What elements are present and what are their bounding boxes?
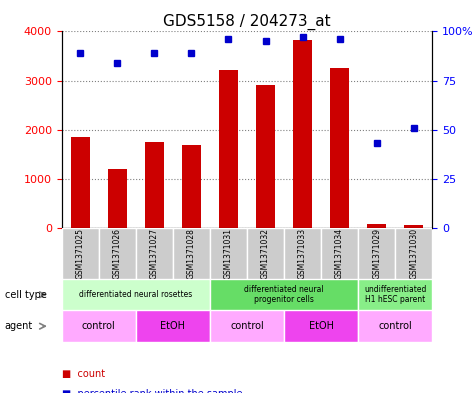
Text: GSM1371028: GSM1371028	[187, 228, 196, 279]
Text: GSM1371033: GSM1371033	[298, 228, 307, 279]
FancyBboxPatch shape	[173, 228, 210, 279]
Text: undifferentiated
H1 hESC parent: undifferentiated H1 hESC parent	[364, 285, 427, 305]
FancyBboxPatch shape	[358, 279, 432, 310]
Text: GSM1371032: GSM1371032	[261, 228, 270, 279]
Bar	[293, 40, 312, 228]
FancyBboxPatch shape	[62, 310, 136, 342]
FancyBboxPatch shape	[136, 228, 173, 279]
FancyBboxPatch shape	[395, 228, 432, 279]
FancyBboxPatch shape	[284, 228, 321, 279]
FancyBboxPatch shape	[358, 310, 432, 342]
Text: ■  count: ■ count	[62, 369, 105, 379]
Text: GSM1371026: GSM1371026	[113, 228, 122, 279]
Text: ■  percentile rank within the sample: ■ percentile rank within the sample	[62, 389, 242, 393]
Text: agent: agent	[5, 321, 33, 331]
Bar	[108, 169, 126, 228]
Bar	[219, 70, 238, 228]
FancyBboxPatch shape	[210, 228, 247, 279]
FancyBboxPatch shape	[247, 228, 284, 279]
Text: GSM1371027: GSM1371027	[150, 228, 159, 279]
Text: cell type: cell type	[5, 290, 47, 300]
FancyBboxPatch shape	[284, 310, 358, 342]
FancyBboxPatch shape	[321, 228, 358, 279]
Bar	[71, 137, 89, 228]
Text: control: control	[82, 321, 116, 331]
Bar	[256, 86, 275, 228]
FancyBboxPatch shape	[99, 228, 136, 279]
Text: GSM1371030: GSM1371030	[409, 228, 418, 279]
Bar	[331, 68, 349, 228]
Text: EtOH: EtOH	[309, 321, 333, 331]
Text: control: control	[230, 321, 264, 331]
Text: differentiated neural rosettes: differentiated neural rosettes	[79, 290, 192, 299]
FancyBboxPatch shape	[358, 228, 395, 279]
FancyBboxPatch shape	[62, 279, 210, 310]
Text: EtOH: EtOH	[161, 321, 185, 331]
Text: GSM1371031: GSM1371031	[224, 228, 233, 279]
Bar	[182, 145, 201, 228]
Text: GSM1371025: GSM1371025	[76, 228, 85, 279]
Text: control: control	[378, 321, 412, 331]
FancyBboxPatch shape	[62, 228, 99, 279]
Bar	[368, 224, 386, 228]
Title: GDS5158 / 204273_at: GDS5158 / 204273_at	[163, 14, 331, 30]
FancyBboxPatch shape	[136, 310, 210, 342]
Text: differentiated neural
progenitor cells: differentiated neural progenitor cells	[244, 285, 324, 305]
FancyBboxPatch shape	[210, 310, 284, 342]
Bar	[145, 142, 163, 228]
Text: GSM1371029: GSM1371029	[372, 228, 381, 279]
FancyBboxPatch shape	[210, 279, 358, 310]
Bar	[405, 225, 423, 228]
Text: GSM1371034: GSM1371034	[335, 228, 344, 279]
